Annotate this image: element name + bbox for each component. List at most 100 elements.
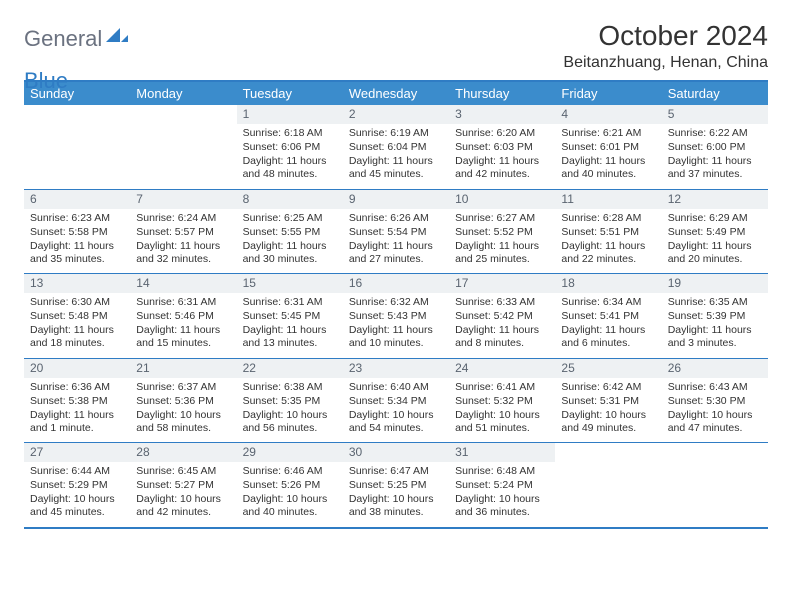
day-body: Sunrise: 6:32 AMSunset: 5:43 PMDaylight:… bbox=[343, 293, 449, 358]
daylight-text: Daylight: 11 hours and 10 minutes. bbox=[349, 324, 443, 350]
day-body: Sunrise: 6:35 AMSunset: 5:39 PMDaylight:… bbox=[662, 293, 768, 358]
day-number: 26 bbox=[662, 359, 768, 378]
daylight-text: Daylight: 11 hours and 6 minutes. bbox=[561, 324, 655, 350]
day-cell: 14Sunrise: 6:31 AMSunset: 5:46 PMDayligh… bbox=[130, 274, 236, 358]
day-cell: 27Sunrise: 6:44 AMSunset: 5:29 PMDayligh… bbox=[24, 443, 130, 527]
day-number: 4 bbox=[555, 105, 661, 124]
day-body: Sunrise: 6:24 AMSunset: 5:57 PMDaylight:… bbox=[130, 209, 236, 274]
day-number: 18 bbox=[555, 274, 661, 293]
day-number: 14 bbox=[130, 274, 236, 293]
day-cell: 25Sunrise: 6:42 AMSunset: 5:31 PMDayligh… bbox=[555, 359, 661, 443]
day-body: Sunrise: 6:44 AMSunset: 5:29 PMDaylight:… bbox=[24, 462, 130, 527]
weeks-container: 1Sunrise: 6:18 AMSunset: 6:06 PMDaylight… bbox=[24, 105, 768, 527]
day-cell: 8Sunrise: 6:25 AMSunset: 5:55 PMDaylight… bbox=[237, 190, 343, 274]
sunrise-text: Sunrise: 6:23 AM bbox=[30, 212, 124, 225]
sunrise-text: Sunrise: 6:26 AM bbox=[349, 212, 443, 225]
day-body: Sunrise: 6:48 AMSunset: 5:24 PMDaylight:… bbox=[449, 462, 555, 527]
sunrise-text: Sunrise: 6:32 AM bbox=[349, 296, 443, 309]
day-body: Sunrise: 6:23 AMSunset: 5:58 PMDaylight:… bbox=[24, 209, 130, 274]
day-body: Sunrise: 6:18 AMSunset: 6:06 PMDaylight:… bbox=[237, 124, 343, 189]
day-number: 23 bbox=[343, 359, 449, 378]
daylight-text: Daylight: 10 hours and 51 minutes. bbox=[455, 409, 549, 435]
sunrise-text: Sunrise: 6:41 AM bbox=[455, 381, 549, 394]
day-body: Sunrise: 6:46 AMSunset: 5:26 PMDaylight:… bbox=[237, 462, 343, 527]
day-body: Sunrise: 6:28 AMSunset: 5:51 PMDaylight:… bbox=[555, 209, 661, 274]
location-text: Beitanzhuang, Henan, China bbox=[563, 54, 768, 72]
sunset-text: Sunset: 5:46 PM bbox=[136, 310, 230, 323]
sunset-text: Sunset: 5:57 PM bbox=[136, 226, 230, 239]
sunset-text: Sunset: 5:54 PM bbox=[349, 226, 443, 239]
daylight-text: Daylight: 10 hours and 45 minutes. bbox=[30, 493, 124, 519]
day-number: 15 bbox=[237, 274, 343, 293]
day-number: 17 bbox=[449, 274, 555, 293]
sunset-text: Sunset: 5:43 PM bbox=[349, 310, 443, 323]
sunrise-text: Sunrise: 6:40 AM bbox=[349, 381, 443, 394]
sunrise-text: Sunrise: 6:44 AM bbox=[30, 465, 124, 478]
day-header: Saturday bbox=[662, 82, 768, 105]
day-header: Tuesday bbox=[237, 82, 343, 105]
brand-text-2: Blue bbox=[24, 68, 68, 94]
day-header-row: SundayMondayTuesdayWednesdayThursdayFrid… bbox=[24, 82, 768, 105]
day-number: 29 bbox=[237, 443, 343, 462]
day-number: 5 bbox=[662, 105, 768, 124]
brand-flag-icon bbox=[106, 28, 128, 51]
day-number: 1 bbox=[237, 105, 343, 124]
sunset-text: Sunset: 5:49 PM bbox=[668, 226, 762, 239]
day-cell: 5Sunrise: 6:22 AMSunset: 6:00 PMDaylight… bbox=[662, 105, 768, 189]
day-number: 10 bbox=[449, 190, 555, 209]
sunset-text: Sunset: 6:03 PM bbox=[455, 141, 549, 154]
sunrise-text: Sunrise: 6:31 AM bbox=[243, 296, 337, 309]
sunrise-text: Sunrise: 6:20 AM bbox=[455, 127, 549, 140]
day-number: 11 bbox=[555, 190, 661, 209]
day-cell: 31Sunrise: 6:48 AMSunset: 5:24 PMDayligh… bbox=[449, 443, 555, 527]
day-number: 25 bbox=[555, 359, 661, 378]
sunset-text: Sunset: 5:32 PM bbox=[455, 395, 549, 408]
daylight-text: Daylight: 11 hours and 40 minutes. bbox=[561, 155, 655, 181]
daylight-text: Daylight: 10 hours and 54 minutes. bbox=[349, 409, 443, 435]
daylight-text: Daylight: 11 hours and 18 minutes. bbox=[30, 324, 124, 350]
sunrise-text: Sunrise: 6:43 AM bbox=[668, 381, 762, 394]
sunset-text: Sunset: 6:04 PM bbox=[349, 141, 443, 154]
daylight-text: Daylight: 10 hours and 49 minutes. bbox=[561, 409, 655, 435]
sunset-text: Sunset: 6:01 PM bbox=[561, 141, 655, 154]
day-cell: 6Sunrise: 6:23 AMSunset: 5:58 PMDaylight… bbox=[24, 190, 130, 274]
sunrise-text: Sunrise: 6:22 AM bbox=[668, 127, 762, 140]
sunrise-text: Sunrise: 6:38 AM bbox=[243, 381, 337, 394]
day-body: Sunrise: 6:42 AMSunset: 5:31 PMDaylight:… bbox=[555, 378, 661, 443]
sunset-text: Sunset: 5:51 PM bbox=[561, 226, 655, 239]
day-cell: 17Sunrise: 6:33 AMSunset: 5:42 PMDayligh… bbox=[449, 274, 555, 358]
sunset-text: Sunset: 5:42 PM bbox=[455, 310, 549, 323]
day-number: 6 bbox=[24, 190, 130, 209]
sunrise-text: Sunrise: 6:48 AM bbox=[455, 465, 549, 478]
day-cell: 11Sunrise: 6:28 AMSunset: 5:51 PMDayligh… bbox=[555, 190, 661, 274]
day-body: Sunrise: 6:37 AMSunset: 5:36 PMDaylight:… bbox=[130, 378, 236, 443]
sunset-text: Sunset: 5:30 PM bbox=[668, 395, 762, 408]
sunset-text: Sunset: 5:39 PM bbox=[668, 310, 762, 323]
week-row: 13Sunrise: 6:30 AMSunset: 5:48 PMDayligh… bbox=[24, 273, 768, 358]
day-number: 21 bbox=[130, 359, 236, 378]
day-header: Thursday bbox=[449, 82, 555, 105]
day-cell: 3Sunrise: 6:20 AMSunset: 6:03 PMDaylight… bbox=[449, 105, 555, 189]
day-header: Wednesday bbox=[343, 82, 449, 105]
day-number: 28 bbox=[130, 443, 236, 462]
day-number: 20 bbox=[24, 359, 130, 378]
calendar-grid: SundayMondayTuesdayWednesdayThursdayFrid… bbox=[24, 80, 768, 529]
sunrise-text: Sunrise: 6:42 AM bbox=[561, 381, 655, 394]
daylight-text: Daylight: 11 hours and 25 minutes. bbox=[455, 240, 549, 266]
week-row: 20Sunrise: 6:36 AMSunset: 5:38 PMDayligh… bbox=[24, 358, 768, 443]
day-number: 27 bbox=[24, 443, 130, 462]
day-body: Sunrise: 6:20 AMSunset: 6:03 PMDaylight:… bbox=[449, 124, 555, 189]
sunrise-text: Sunrise: 6:27 AM bbox=[455, 212, 549, 225]
day-cell: 2Sunrise: 6:19 AMSunset: 6:04 PMDaylight… bbox=[343, 105, 449, 189]
brand-logo: General bbox=[24, 20, 132, 52]
sunrise-text: Sunrise: 6:31 AM bbox=[136, 296, 230, 309]
title-block: October 2024 Beitanzhuang, Henan, China bbox=[563, 20, 768, 72]
day-cell: 10Sunrise: 6:27 AMSunset: 5:52 PMDayligh… bbox=[449, 190, 555, 274]
daylight-text: Daylight: 11 hours and 8 minutes. bbox=[455, 324, 549, 350]
daylight-text: Daylight: 10 hours and 36 minutes. bbox=[455, 493, 549, 519]
sunrise-text: Sunrise: 6:35 AM bbox=[668, 296, 762, 309]
day-body: Sunrise: 6:33 AMSunset: 5:42 PMDaylight:… bbox=[449, 293, 555, 358]
sunrise-text: Sunrise: 6:45 AM bbox=[136, 465, 230, 478]
day-body: Sunrise: 6:45 AMSunset: 5:27 PMDaylight:… bbox=[130, 462, 236, 527]
sunset-text: Sunset: 5:55 PM bbox=[243, 226, 337, 239]
